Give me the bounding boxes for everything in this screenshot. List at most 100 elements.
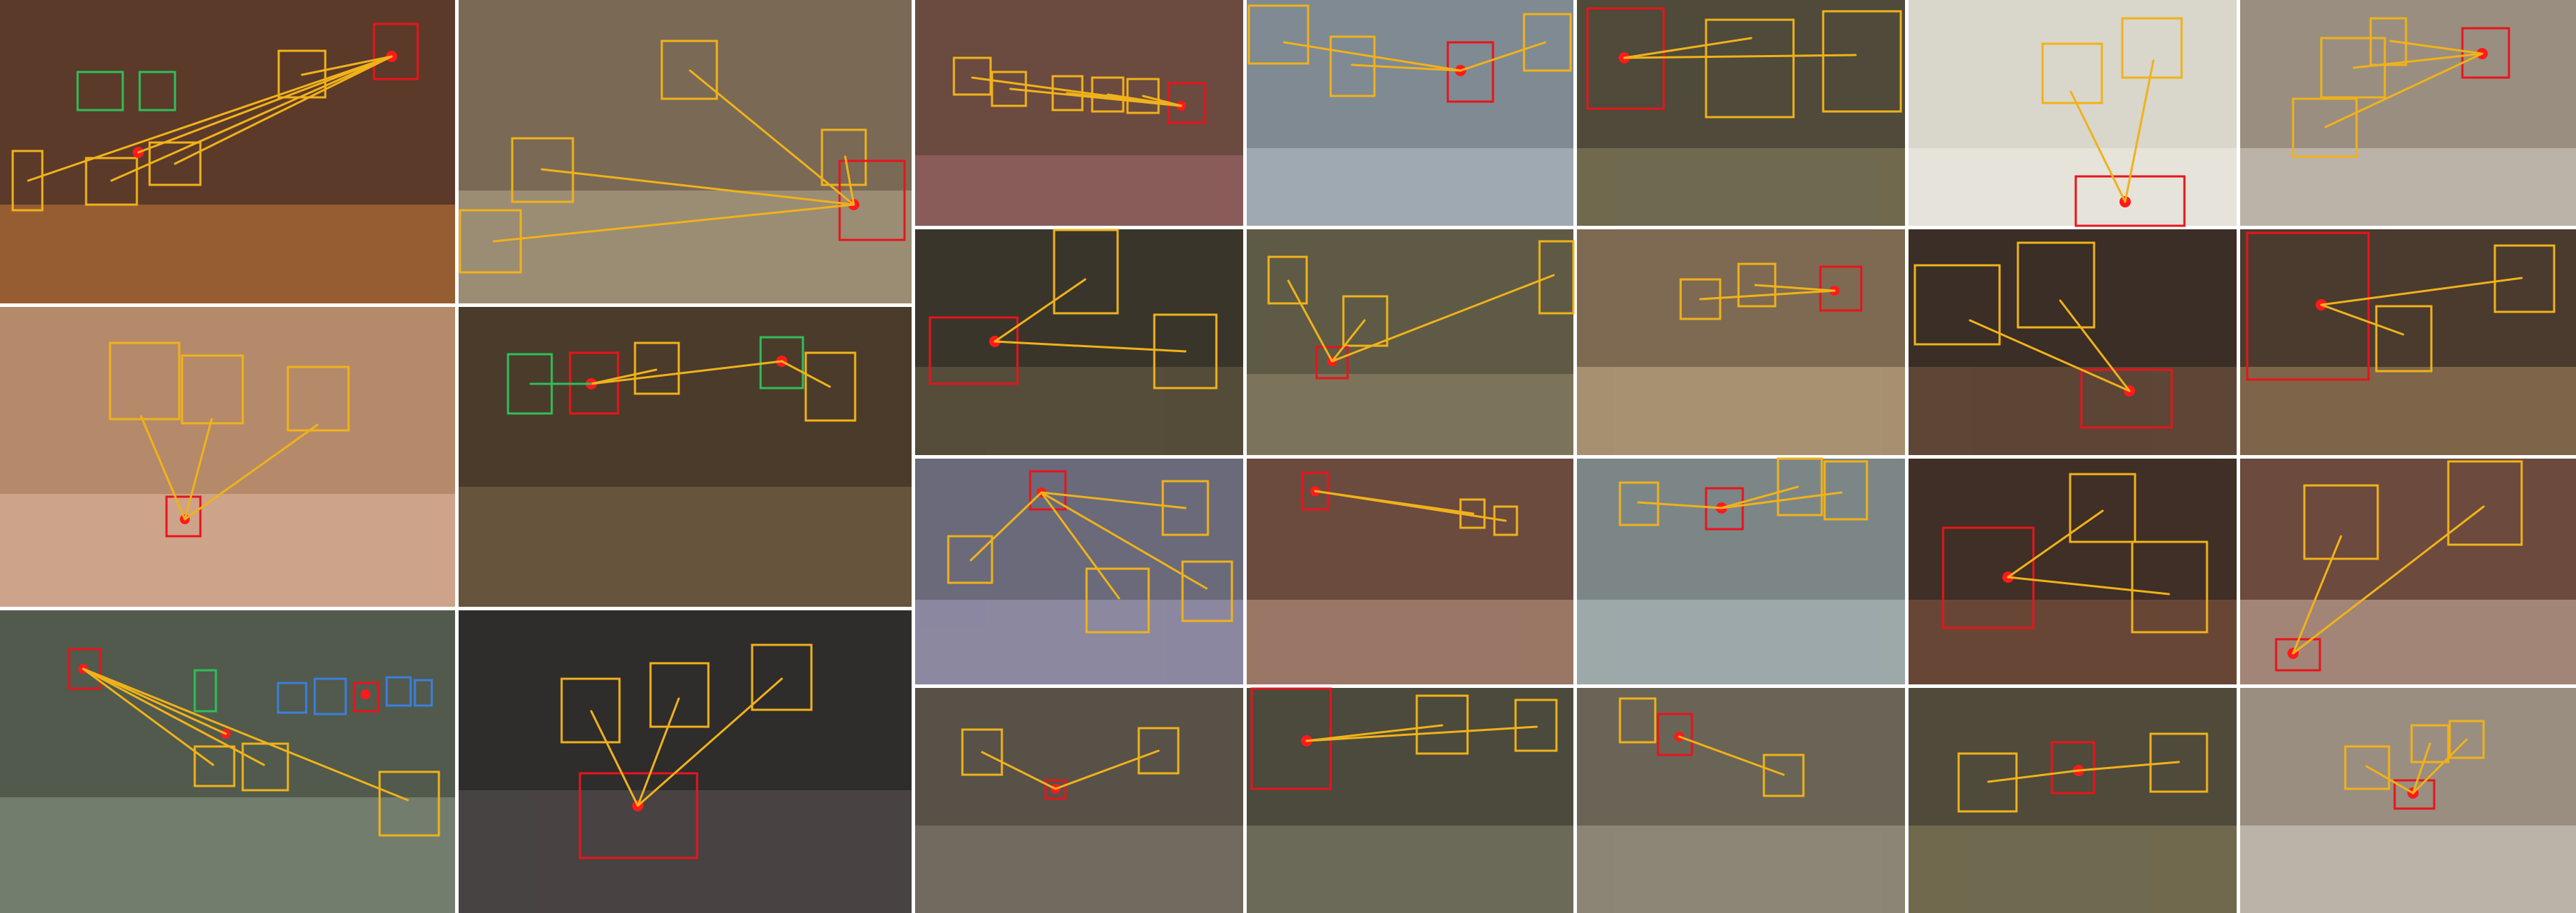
gaze-line — [1331, 319, 1366, 363]
hint-26 — [2240, 826, 2576, 913]
tile-11-annotations — [1267, 240, 1575, 380]
gaze-line — [1987, 769, 2080, 783]
other-box — [277, 682, 308, 714]
gaze-line — [82, 667, 227, 735]
gaze-line — [1040, 491, 1187, 509]
gaze-box — [947, 535, 993, 584]
hint-2 — [459, 191, 912, 303]
tile-4-annotations — [1247, 4, 1572, 103]
target-box — [929, 316, 1019, 385]
tile-24-annotations — [1619, 697, 1805, 797]
tile-23-annotations — [1250, 687, 1558, 790]
gaze-box — [1126, 78, 1160, 114]
hint-24 — [1577, 826, 1905, 913]
gaze-line — [492, 203, 855, 243]
tile-17-annotations — [947, 470, 1233, 634]
other-box — [193, 669, 217, 713]
gaze-box — [1342, 295, 1389, 347]
hint-19 — [1577, 600, 1905, 684]
gaze-line — [183, 418, 213, 521]
target-box — [1705, 487, 1744, 531]
gaze-box — [2303, 484, 2379, 560]
gaze-box — [1823, 460, 1868, 521]
hint-6 — [1909, 148, 2237, 226]
target-box — [1029, 470, 1067, 511]
gaze-line — [1305, 724, 1444, 742]
tile-25-annotations — [1957, 732, 2208, 813]
gaze-box — [2493, 244, 2556, 313]
target-box — [1586, 7, 1665, 110]
gaze-box — [961, 728, 1003, 776]
gaze-box — [1181, 560, 1233, 622]
gaze-line — [27, 55, 393, 182]
tile-26-annotations — [2344, 720, 2485, 810]
target-box — [2080, 368, 2173, 429]
hint-13 — [1909, 367, 2237, 455]
hint-5 — [1577, 148, 1905, 226]
tile-7-annotations — [2292, 17, 2510, 158]
tile-20-annotations — [1942, 473, 2208, 634]
gaze-line — [183, 423, 319, 521]
hint-12 — [1577, 367, 1905, 455]
hint-7 — [2240, 148, 2576, 226]
scene-hints — [0, 148, 2576, 913]
gaze-line — [590, 710, 639, 807]
gaze-line — [1040, 491, 1208, 590]
target-box — [1044, 779, 1067, 800]
gaze-line — [1623, 37, 1753, 59]
hint-10 — [915, 367, 1243, 455]
gaze-box — [1493, 505, 1518, 536]
gaze-box — [2016, 241, 2096, 329]
gaze-line — [1754, 284, 1836, 292]
gaze-box — [2447, 460, 2523, 546]
gaze-line — [2324, 52, 2484, 128]
gaze-line — [993, 278, 1087, 343]
gaze-line — [1106, 93, 1183, 107]
other-box — [413, 679, 433, 707]
gaze-box — [2292, 97, 2358, 158]
gaze-box — [821, 128, 867, 186]
gaze-line — [1283, 41, 1462, 72]
gaze-box — [560, 677, 621, 744]
gaze-box — [511, 137, 574, 203]
gaze-line — [1720, 485, 1799, 509]
tile-2-annotations — [459, 40, 906, 274]
gaze-line — [110, 55, 393, 182]
tile-10-annotations — [929, 229, 1218, 389]
gaze-line — [1331, 274, 1555, 363]
gaze-box — [804, 351, 857, 422]
target-box — [1942, 526, 2035, 629]
target-box — [1446, 41, 1494, 103]
other-box — [385, 676, 412, 707]
hint-17 — [915, 600, 1243, 684]
gaze-box — [2041, 42, 2103, 104]
gaze-line — [590, 368, 658, 385]
gaze-line — [1969, 319, 2131, 392]
hint-8 — [0, 494, 455, 607]
target-box — [68, 648, 102, 690]
gaze-box — [1053, 229, 1119, 315]
target-box — [373, 23, 419, 80]
gaze-line — [2389, 40, 2484, 55]
gaze-box — [2121, 17, 2183, 79]
tile-14-annotations — [2246, 231, 2556, 381]
gaze-box — [11, 150, 44, 212]
gaze-line — [82, 667, 214, 766]
gaze-line — [993, 340, 1187, 353]
gaze-box — [459, 209, 522, 274]
gaze-box — [649, 662, 710, 728]
gaze-line — [1054, 749, 1160, 790]
target-box — [2461, 27, 2510, 79]
gaze-box — [2149, 732, 2208, 793]
target-box — [2393, 779, 2436, 810]
gaze-line — [540, 168, 855, 206]
gaze-line — [140, 415, 186, 521]
gaze-line — [2320, 277, 2523, 306]
gaze-box — [1737, 262, 1777, 308]
gaze-line — [1287, 279, 1334, 363]
target-box — [353, 682, 380, 713]
gaze-box — [1523, 13, 1572, 72]
gaze-line — [2059, 299, 2131, 392]
